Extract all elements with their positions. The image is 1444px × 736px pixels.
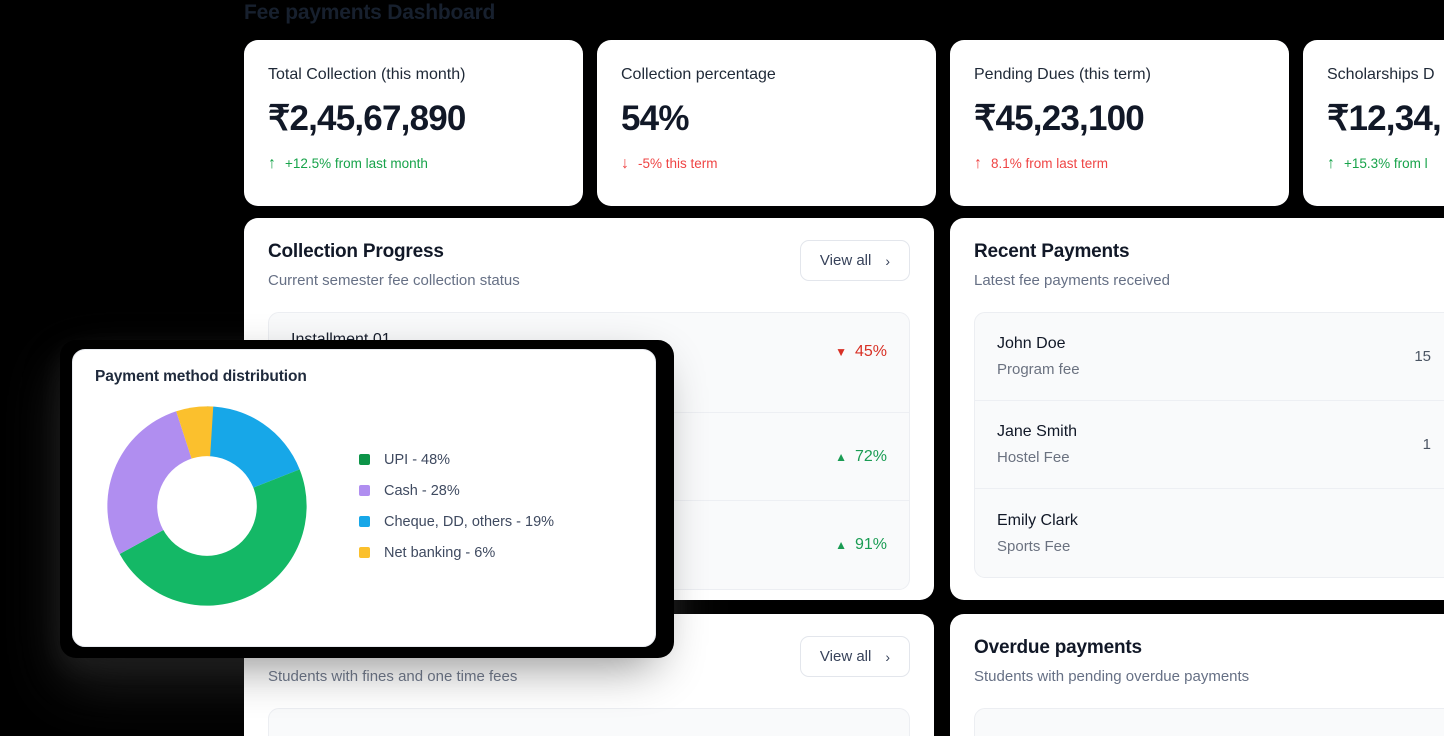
chevron-right-icon: ›	[885, 252, 890, 269]
view-all-button-collection[interactable]: View all ›	[799, 240, 910, 281]
list-item[interactable]: Emily Clark Sports Fee	[975, 489, 1444, 577]
progress-percent-value: 45%	[854, 343, 887, 361]
stat-label: Scholarships D	[1327, 66, 1435, 83]
page-title: Fee payments Dashboard	[244, 1, 496, 24]
overdue-payments-panel: Overdue payments Students with pending o…	[950, 614, 1444, 736]
payment-info: Emily Clark Sports Fee	[997, 512, 1078, 555]
donut-chart: UPI - 48% Cash - 28% Cheque, DD, others …	[95, 400, 633, 612]
student-name: Emily Clark	[997, 511, 1078, 529]
panel-heading-group: Overdue payments Students with pending o…	[974, 636, 1249, 686]
payment-amount: 15	[1414, 348, 1431, 366]
stat-label: Total Collection (this month)	[268, 66, 466, 83]
table-row[interactable]: ▲ 91%	[269, 501, 909, 589]
stat-delta-text: 8.1% from last term	[991, 156, 1109, 171]
stat-card-collection-percentage[interactable]: Collection percentage 54% ↓ -5% this ter…	[597, 40, 936, 206]
one-time-fees-list	[268, 708, 910, 736]
recent-payments-panel: Recent Payments Latest fee payments rece…	[950, 218, 1444, 600]
progress-percent: ▲ 91%	[835, 536, 887, 554]
legend-swatch-cheque	[359, 516, 370, 527]
legend-label: Net banking - 6%	[384, 544, 496, 561]
view-all-label: View all	[819, 252, 872, 269]
fee-type: Hostel Fee	[997, 449, 1070, 467]
panel-title: Recent Payments	[974, 241, 1130, 262]
triangle-down-icon: ▼	[835, 345, 847, 360]
progress-percent-value: 72%	[854, 447, 887, 465]
legend-label: Cash - 28%	[384, 482, 460, 499]
legend-item: UPI - 48%	[359, 452, 554, 468]
popup-title: Payment method distribution	[95, 368, 307, 385]
progress-percent: ▼ 45%	[835, 343, 887, 361]
stat-card-total-collection[interactable]: Total Collection (this month) ₹2,45,67,8…	[244, 40, 583, 206]
triangle-up-icon: ▲	[835, 449, 847, 464]
legend-label: Cheque, DD, others - 19%	[384, 513, 555, 530]
legend-swatch-upi	[359, 454, 370, 465]
panel-header: Overdue payments Students with pending o…	[950, 614, 1444, 686]
view-all-label: View all	[819, 648, 872, 665]
payment-info: John Doe Program fee	[997, 335, 1080, 378]
legend-item: Net banking - 6%	[359, 545, 554, 561]
panel-title: Collection Progress	[268, 241, 444, 262]
student-name: John Doe	[997, 335, 1066, 353]
panel-title: Overdue payments	[974, 637, 1142, 658]
stat-value: ₹2,45,67,890	[268, 99, 466, 138]
recent-payments-list: John Doe Program fee 15 Jane Smith Hoste…	[974, 312, 1444, 579]
arrow-up-icon: ↑	[974, 154, 982, 172]
stat-delta: ↑ 8.1% from last term	[974, 154, 1265, 172]
stats-row: Total Collection (this month) ₹2,45,67,8…	[244, 40, 1444, 206]
arrow-up-icon: ↑	[268, 154, 276, 172]
student-name: Jane Smith	[997, 423, 1078, 441]
list-item[interactable]: Jane Smith Hostel Fee 1	[975, 401, 1444, 490]
stat-label: Pending Dues (this term)	[974, 66, 1151, 83]
donut-graphic	[101, 400, 313, 612]
panel-subtitle: Students with fines and one time fees	[268, 667, 518, 685]
overdue-payments-list	[974, 708, 1444, 736]
stat-value: ₹45,23,100	[974, 99, 1145, 138]
panel-subtitle: Current semester fee collection status	[268, 271, 520, 289]
panel-heading-group: Collection Progress Current semester fee…	[268, 240, 520, 290]
payment-amount: 1	[1422, 436, 1431, 454]
legend-item: Cheque, DD, others - 19%	[359, 514, 554, 530]
donut-hole	[157, 456, 257, 556]
payment-info: Jane Smith Hostel Fee	[997, 423, 1077, 466]
chevron-right-icon: ›	[885, 648, 890, 665]
stat-delta-text: +12.5% from last month	[285, 156, 428, 171]
panel-heading-group: Recent Payments Latest fee payments rece…	[974, 240, 1170, 290]
triangle-up-icon: ▲	[835, 538, 847, 553]
legend-label: UPI - 48%	[384, 451, 451, 468]
arrow-down-icon: ↓	[621, 154, 629, 172]
panel-subtitle: Latest fee payments received	[974, 271, 1170, 289]
stat-delta-text: +15.3% from l	[1344, 156, 1428, 171]
list-item[interactable]: John Doe Program fee 15	[975, 313, 1444, 402]
chart-legend: UPI - 48% Cash - 28% Cheque, DD, others …	[359, 452, 554, 561]
panel-header: Recent Payments Latest fee payments rece…	[950, 218, 1444, 290]
progress-percent-value: 91%	[854, 536, 887, 554]
stat-card-pending-dues[interactable]: Pending Dues (this term) ₹45,23,100 ↑ 8.…	[950, 40, 1289, 206]
stat-delta: ↑ +15.3% from l	[1327, 154, 1444, 172]
panel-header: Collection Progress Current semester fee…	[244, 218, 934, 290]
fee-type: Sports Fee	[997, 537, 1071, 555]
stat-card-scholarships[interactable]: Scholarships D ₹12,34, ↑ +15.3% from l	[1303, 40, 1444, 206]
stat-delta-text: -5% this term	[638, 156, 718, 171]
fee-type: Program fee	[997, 361, 1080, 379]
panel-subtitle: Students with pending overdue payments	[974, 667, 1250, 685]
arrow-up-icon: ↑	[1327, 154, 1335, 172]
legend-swatch-netbanking	[359, 547, 370, 558]
stat-value: ₹12,34,	[1327, 99, 1442, 138]
view-all-button-onetime[interactable]: View all ›	[799, 636, 910, 677]
payment-method-distribution-popup: Payment method distribution UPI - 48% Ca…	[72, 349, 656, 647]
stat-value: 54%	[621, 99, 689, 138]
stat-delta: ↓ -5% this term	[621, 154, 912, 172]
progress-percent: ▲ 72%	[835, 448, 887, 466]
legend-swatch-cash	[359, 485, 370, 496]
stat-delta: ↑ +12.5% from last month	[268, 154, 559, 172]
stat-label: Collection percentage	[621, 66, 776, 83]
legend-item: Cash - 28%	[359, 483, 554, 499]
donut-svg	[107, 406, 307, 606]
